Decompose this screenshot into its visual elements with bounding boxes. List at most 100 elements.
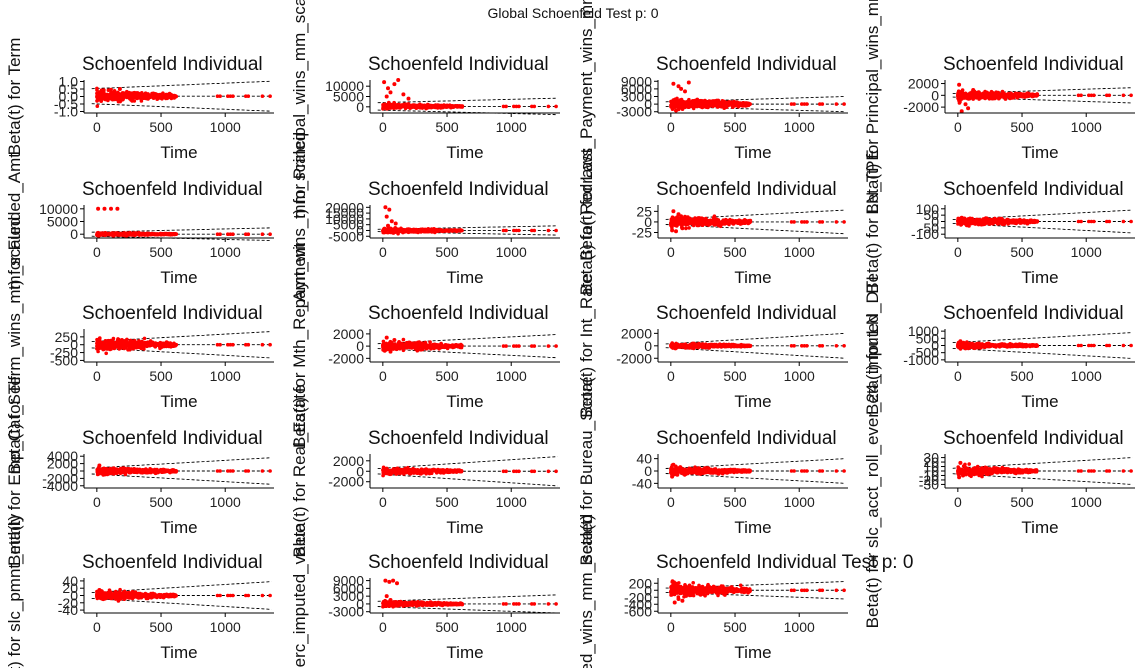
- y-tick-label: -500: [50, 352, 78, 368]
- residual-point: [670, 345, 674, 349]
- residual-point: [680, 226, 685, 231]
- residual-point: [842, 102, 846, 106]
- residual-point: [711, 99, 715, 103]
- residual-point: [455, 105, 460, 109]
- residual-points: [95, 86, 272, 108]
- residual-point: [1000, 93, 1005, 97]
- x-axis-title: Time: [734, 268, 771, 287]
- x-tick-label: 0: [379, 368, 387, 384]
- residual-point: [101, 347, 106, 352]
- residual-point: [712, 214, 717, 218]
- residual-point: [447, 228, 451, 233]
- residual-point: [680, 107, 685, 111]
- residual-point: [458, 345, 462, 350]
- residual-point: [734, 102, 738, 106]
- residual-point: [169, 344, 174, 348]
- residual-point: [443, 103, 447, 108]
- residual-point: [147, 94, 151, 99]
- residual-point: [129, 344, 133, 349]
- residual-point: [140, 91, 144, 95]
- residual-point: [546, 344, 551, 348]
- residual-point: [1019, 92, 1023, 96]
- residual-point: [384, 94, 389, 99]
- residual-point: [996, 218, 1000, 222]
- residual-point: [690, 104, 695, 108]
- residual-point: [110, 338, 115, 343]
- residual-point: [957, 82, 962, 87]
- residual-point: [437, 104, 442, 108]
- residual-point: [137, 231, 141, 236]
- residual-point: [432, 228, 437, 233]
- residual-point: [713, 217, 718, 222]
- residual-point: [142, 95, 146, 99]
- y-tick-label: -2000: [328, 350, 364, 366]
- residual-point: [126, 348, 130, 352]
- x-tick-label: 1000: [210, 368, 241, 384]
- residual-point: [992, 217, 997, 222]
- y-axis-title: t) for Principal_wins_mm_scaled: [290, 0, 309, 219]
- residual-point: [105, 92, 110, 97]
- residual-point: [447, 104, 452, 108]
- residual-point: [436, 345, 440, 349]
- residual-point: [406, 96, 411, 101]
- residual-point: [398, 105, 402, 110]
- residual-point: [423, 227, 427, 232]
- residual-point: [386, 223, 390, 228]
- residual-point: [106, 88, 111, 92]
- residual-point: [159, 231, 163, 236]
- residual-point: [676, 99, 681, 104]
- panel-title: Schoenfeld Individual: [82, 54, 263, 75]
- residual-point: [99, 88, 104, 92]
- residual-point: [246, 232, 251, 236]
- residual-point: [1000, 89, 1005, 94]
- x-tick-label: 0: [667, 119, 675, 135]
- residual-point: [682, 343, 687, 348]
- x-tick-label: 500: [149, 368, 173, 384]
- x-tick-label: 0: [379, 119, 387, 135]
- residual-point: [166, 344, 170, 348]
- residual-point: [112, 89, 117, 93]
- residual-point: [260, 94, 265, 98]
- residual-point: [129, 341, 134, 345]
- y-tick-label: -2000: [903, 99, 939, 115]
- residual-point: [674, 108, 678, 113]
- residual-point: [392, 344, 397, 349]
- y-tick-label: -100: [911, 226, 939, 242]
- residual-point: [721, 102, 726, 107]
- x-axis-title: Time: [734, 143, 771, 162]
- x-tick-label: 1000: [784, 244, 815, 260]
- residual-point: [119, 340, 124, 345]
- residual-point: [744, 101, 748, 105]
- residual-point: [383, 345, 388, 349]
- residual-point: [681, 100, 685, 104]
- residual-point: [410, 229, 414, 233]
- residual-point: [517, 344, 521, 348]
- residual-point: [111, 232, 115, 236]
- panel-title: Schoenfeld Individual: [656, 179, 837, 200]
- residual-point: [834, 220, 839, 224]
- residual-point: [260, 232, 265, 236]
- residual-point: [406, 105, 410, 109]
- residual-point: [393, 221, 398, 226]
- residual-point: [415, 346, 420, 351]
- x-tick-label: 500: [435, 368, 459, 384]
- residual-point: [458, 228, 463, 232]
- residual-point: [1092, 219, 1096, 224]
- residual-point: [381, 228, 385, 233]
- y-tick-label: -5000: [328, 228, 364, 244]
- x-tick-label: 500: [723, 244, 747, 260]
- residual-point: [1092, 93, 1096, 98]
- residual-point: [161, 342, 166, 347]
- residual-point: [115, 342, 120, 347]
- y-tick-label: 0: [70, 226, 78, 242]
- residual-point: [167, 94, 171, 98]
- residual-point: [676, 219, 681, 224]
- residual-point: [414, 106, 419, 110]
- residual-point: [1129, 93, 1133, 98]
- x-axis-title: Time: [446, 143, 483, 162]
- residual-point: [715, 98, 719, 103]
- residual-point: [684, 222, 688, 227]
- residual-point: [218, 94, 222, 98]
- residual-point: [244, 94, 248, 98]
- residual-point: [429, 344, 433, 349]
